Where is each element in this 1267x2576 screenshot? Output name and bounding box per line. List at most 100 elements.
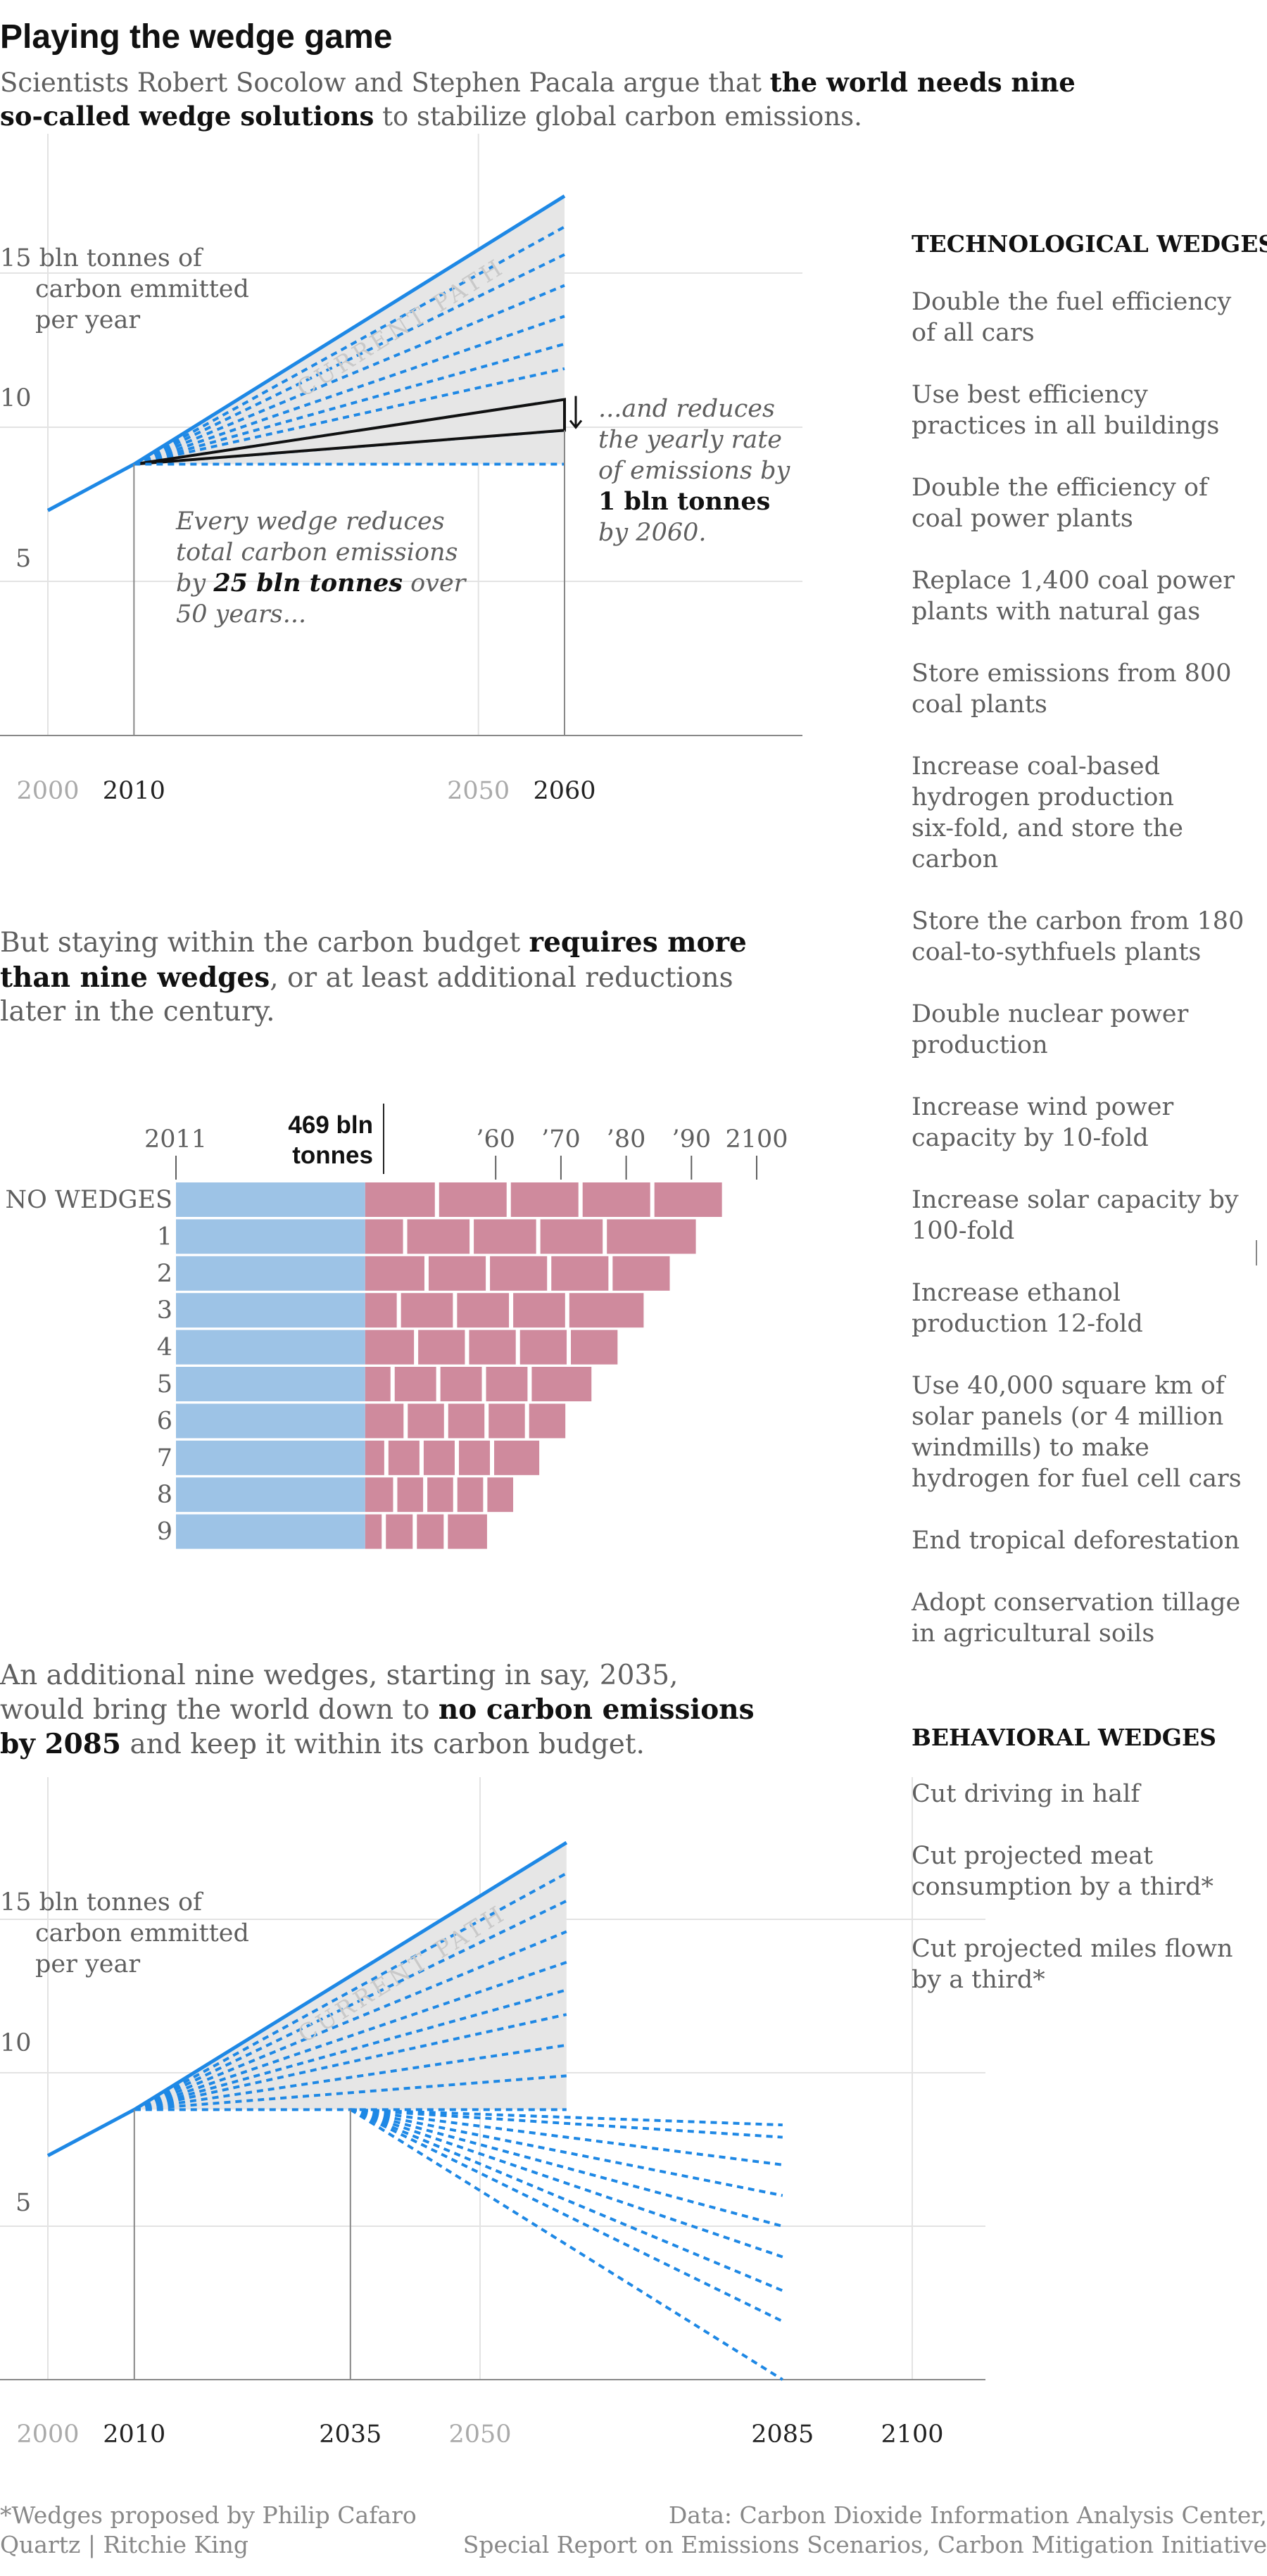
overshoot-block: [428, 1256, 486, 1291]
carbon-budget-bar-chart: 2011 469 bln tonnes ’60 ’70 ’80 ’90 2100 NO …: [5, 1104, 788, 1549]
wedge-item-text: 100-fold: [912, 1217, 1014, 1245]
row-labels: NO WEDGES 1 2 3 4 5 6 7 8 9: [5, 1186, 172, 1546]
row-label: NO WEDGES: [5, 1186, 172, 1214]
footer-source: Special Report on Emissions Scenarios, C…: [463, 2531, 1267, 2558]
overshoot-block: [423, 1440, 455, 1475]
y-axis-label-3: per year: [35, 306, 140, 334]
overshoot-block: [488, 1403, 525, 1439]
y-tick-5: 5: [15, 545, 31, 573]
wedge-item-text: solar panels (or 4 million: [912, 1403, 1223, 1431]
page-title: Playing the wedge game: [0, 18, 392, 56]
annotation-line: Every wedge reduces: [175, 507, 445, 536]
wedge-item-text: Increase coal-based: [912, 752, 1160, 781]
wedge-item-text: Increase solar capacity by: [912, 1186, 1239, 1214]
wedge-annotation-left: Every wedge reduces total carbon emissio…: [175, 507, 467, 629]
row-label: 4: [157, 1334, 172, 1362]
budget-bar: [176, 1440, 365, 1475]
wedge-item-text: capacity by 10-fold: [912, 1124, 1149, 1152]
overshoot-block: [365, 1330, 415, 1365]
wedge-item-text: Cut driving in half: [912, 1780, 1142, 1808]
overshoot-block: [427, 1477, 453, 1513]
overshoot-block: [612, 1256, 670, 1291]
down-arrow-icon: [569, 396, 583, 429]
overshoot-block: [397, 1477, 424, 1513]
wedge-item-text: Increase ethanol: [912, 1279, 1121, 1307]
wedge-line: [133, 1871, 567, 2111]
wedge-line: [133, 1900, 567, 2111]
overshoot-block: [469, 1330, 516, 1365]
annotation-line: the yearly rate: [598, 426, 782, 454]
year-tick-label: ’60: [476, 1125, 515, 1154]
year-tick-label: ’90: [672, 1125, 711, 1154]
y-axis-label-1: 15 bln tonnes of: [0, 1888, 204, 1917]
behav-wedges-heading: BEHAVIORAL WEDGES: [912, 1724, 1216, 1751]
x-tick-label: 2060: [533, 777, 595, 805]
overshoot-block: [365, 1514, 382, 1549]
row-label: 3: [157, 1296, 172, 1325]
overshoot-block: [490, 1256, 548, 1291]
annotation-bold-text: 25 bln tonnes: [213, 569, 403, 598]
budget-bar: [176, 1403, 365, 1439]
wedge-item-text: Double nuclear power: [912, 1000, 1189, 1028]
overshoot-block: [440, 1367, 482, 1401]
row-label: 5: [157, 1370, 172, 1399]
overshoot-block: [571, 1330, 618, 1365]
overshoot-block: [457, 1293, 510, 1328]
x-axis-ticks: 2000 2010 2050 2060: [16, 777, 595, 805]
overshoot-block: [365, 1440, 384, 1475]
year-tick-label: ’80: [607, 1125, 646, 1154]
overshoot-block: [510, 1182, 579, 1217]
overshoot-block: [439, 1182, 507, 1217]
x-tick-label: 2100: [881, 2420, 943, 2449]
wedge-item-text: Increase wind power: [912, 1093, 1173, 1121]
budget-bar: [176, 1293, 365, 1328]
wedge-list-panel: TECHNOLOGICAL WEDGES Double the fuel eff…: [911, 230, 1267, 1994]
budget-bar: [176, 1477, 365, 1513]
budget-bar: [176, 1514, 365, 1549]
wedge-item-text: coal-to-sythfuels plants: [912, 938, 1201, 966]
year-ticks: ’60 ’70 ’80 ’90 2100: [175, 1125, 788, 1180]
bars: [176, 1182, 722, 1549]
x-tick-label: 2050: [448, 2420, 511, 2449]
y-axis-label-2: carbon emmitted: [35, 275, 249, 303]
paragraph-line: An additional nine wedges, starting in s…: [0, 1660, 678, 1691]
year-tick-label: ’70: [541, 1125, 581, 1154]
budget-bar: [176, 1330, 365, 1365]
reduction-lines: [349, 2108, 783, 2381]
overshoot-block: [365, 1403, 404, 1439]
wedge-line: [134, 2013, 567, 2111]
overshoot-block: [401, 1293, 453, 1328]
x-tick-label: 2000: [16, 2420, 79, 2449]
wedge-item-text: Store emissions from 800: [912, 659, 1231, 688]
highlighted-wedge: [134, 398, 566, 466]
paragraph-text: , or at least additional reductions: [270, 962, 733, 994]
wedge-item-text: in agricultural soils: [912, 1620, 1154, 1648]
year-markers: [133, 2109, 351, 2380]
wedge-item-text: hydrogen for fuel cell cars: [912, 1465, 1242, 1493]
overshoot-block: [365, 1219, 403, 1254]
y-axis-label-3: per year: [35, 1950, 140, 1978]
budget-label: tonnes: [292, 1142, 373, 1169]
x-tick-label: 2000: [16, 777, 79, 805]
page-subtitle-line-1: Scientists Robert Socolow and Stephen Pa…: [0, 67, 1076, 98]
wedge-item-text: windmills) to make: [912, 1434, 1149, 1462]
wedge-item-text: by a third*: [912, 1966, 1045, 1994]
overshoot-block: [519, 1330, 567, 1365]
y-tick-10: 10: [0, 384, 32, 412]
wedge-line-chart: CURRENT PATH 15 bln tonnes of carbon emm…: [0, 134, 802, 805]
tech-wedges-heading: TECHNOLOGICAL WEDGES: [912, 230, 1267, 258]
overshoot-block: [365, 1182, 435, 1217]
overshoot-block: [407, 1219, 470, 1254]
overshoot-block: [417, 1514, 444, 1549]
overshoot-block: [494, 1440, 540, 1475]
wedge-item-text: plants with natural gas: [912, 598, 1200, 626]
wedge-item-text: consumption by a third*: [912, 1873, 1214, 1901]
wedge-line: [134, 2043, 567, 2111]
overshoot-block: [487, 1477, 514, 1513]
reduction-line: [350, 2108, 783, 2197]
budget-bar: [176, 1182, 365, 1217]
overshoot-block: [458, 1440, 491, 1475]
overshoot-block: [529, 1403, 566, 1439]
y-tick-5: 5: [15, 2189, 31, 2217]
